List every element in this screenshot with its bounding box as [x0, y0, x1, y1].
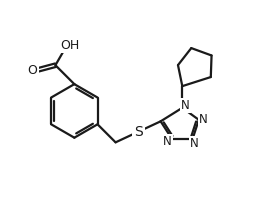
Text: O: O — [28, 64, 38, 77]
Text: OH: OH — [60, 39, 79, 52]
Text: N: N — [199, 113, 208, 126]
Text: S: S — [134, 125, 143, 139]
Text: N: N — [181, 99, 190, 112]
Text: N: N — [163, 135, 172, 148]
Text: N: N — [190, 137, 199, 150]
